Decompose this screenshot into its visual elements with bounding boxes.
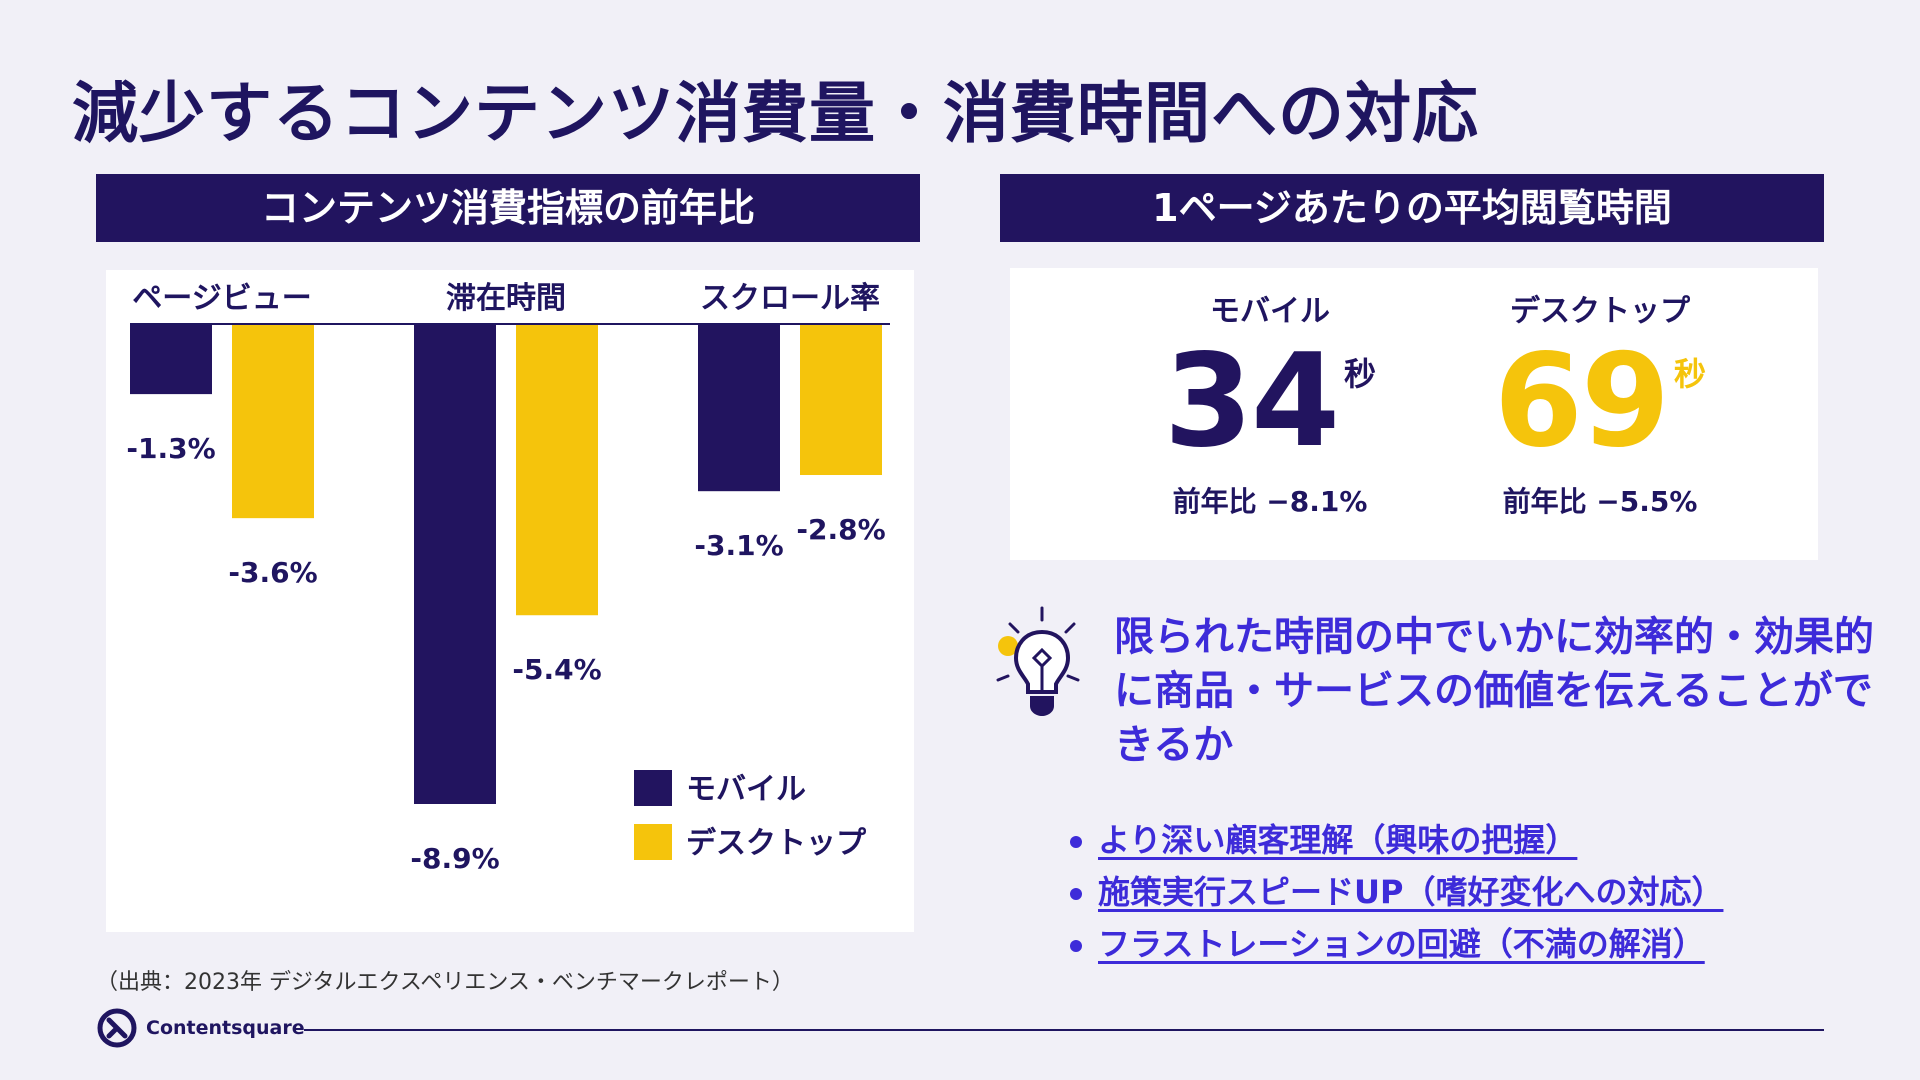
data-label: -3.1% <box>694 529 783 562</box>
slide-title: 減少するコンテンツ消費量・消費時間への対応 <box>72 75 1479 152</box>
point-list: より深い顧客理解（興味の把握） 施策実行スピードUP（嗜好変化への対応） フラス… <box>1070 814 1723 970</box>
mobile-time-block: モバイル 34 秒 前年比 −8.1% <box>1100 290 1440 520</box>
legend-label: デスクトップ <box>686 826 867 861</box>
contentsquare-logo-icon <box>97 1008 137 1048</box>
bar-chart: ページビュー -1.3% -3.6% 滞在時間 -8.9% -5.4% スクロール率 -3.1… <box>126 281 890 875</box>
mobile-seconds: 34 <box>1163 327 1340 476</box>
category-label: スクロール率 <box>700 281 880 316</box>
source-note: （出典：2023年 デジタルエクスペリエンス・ベンチマークレポート） <box>96 970 794 995</box>
mobile-seconds-unit: 秒 <box>1344 355 1377 393</box>
bullet-icon <box>1070 888 1082 900</box>
avg-time-panel: モバイル 34 秒 前年比 −8.1% デスクトップ 69 秒 前年比 −5.5% <box>1010 268 1818 560</box>
bar-chart-panel: ページビュー -1.3% -3.6% 滞在時間 -8.9% -5.4% スクロール率 -3.1… <box>106 270 914 932</box>
bar-desktop <box>516 324 598 616</box>
data-label: -2.8% <box>796 513 885 546</box>
bar-mobile <box>414 324 496 804</box>
desktop-seconds: 69 <box>1493 327 1670 476</box>
list-item: フラストレーションの回避（不満の解消） <box>1070 918 1723 970</box>
list-item: より深い顧客理解（興味の把握） <box>1070 814 1723 866</box>
desktop-value-row: 69 秒 <box>1430 334 1770 470</box>
point-link[interactable]: より深い顧客理解（興味の把握） <box>1098 821 1578 859</box>
mobile-label: モバイル <box>1210 294 1330 329</box>
point-link[interactable]: 施策実行スピードUP（嗜好変化への対応） <box>1098 873 1724 911</box>
footer-divider <box>304 1029 1824 1031</box>
mobile-yoy: 前年比 −8.1% <box>1172 485 1368 518</box>
chart-section-heading: コンテンツ消費指標の前年比 <box>96 174 920 242</box>
bullet-icon <box>1070 940 1082 952</box>
list-item: 施策実行スピードUP（嗜好変化への対応） <box>1070 866 1723 918</box>
point-link[interactable]: フラストレーションの回避（不満の解消） <box>1098 925 1705 963</box>
category-label: ページビュー <box>132 281 311 316</box>
time-section-heading: 1ページあたりの平均閲覧時間 <box>1000 174 1824 242</box>
bar-desktop <box>232 324 314 519</box>
data-label: -5.4% <box>512 653 601 686</box>
legend-label: モバイル <box>686 772 806 807</box>
desktop-yoy: 前年比 −5.5% <box>1502 485 1698 518</box>
mobile-value-row: 34 秒 <box>1100 334 1440 470</box>
desktop-label: デスクトップ <box>1510 294 1690 329</box>
bar-mobile <box>130 324 212 395</box>
brand-name: Contentsquare <box>146 1017 305 1039</box>
bar-mobile <box>698 324 780 492</box>
desktop-time-block: デスクトップ 69 秒 前年比 −5.5% <box>1430 290 1770 520</box>
data-label: -3.6% <box>228 556 317 589</box>
bar-desktop <box>800 324 882 476</box>
data-label: -8.9% <box>410 842 499 875</box>
key-message: 限られた時間の中でいかに効率的・効果的に商品・サービスの価値を伝えることができる… <box>1114 614 1874 768</box>
legend-swatch <box>634 824 672 860</box>
brand-logo: Contentsquare <box>96 1004 305 1052</box>
category-label: 滞在時間 <box>446 281 566 316</box>
data-label: -1.3% <box>126 432 215 465</box>
bullet-icon <box>1070 836 1082 848</box>
desktop-seconds-unit: 秒 <box>1674 355 1707 393</box>
lightbulb-icon <box>990 606 1080 726</box>
legend-swatch <box>634 770 672 806</box>
